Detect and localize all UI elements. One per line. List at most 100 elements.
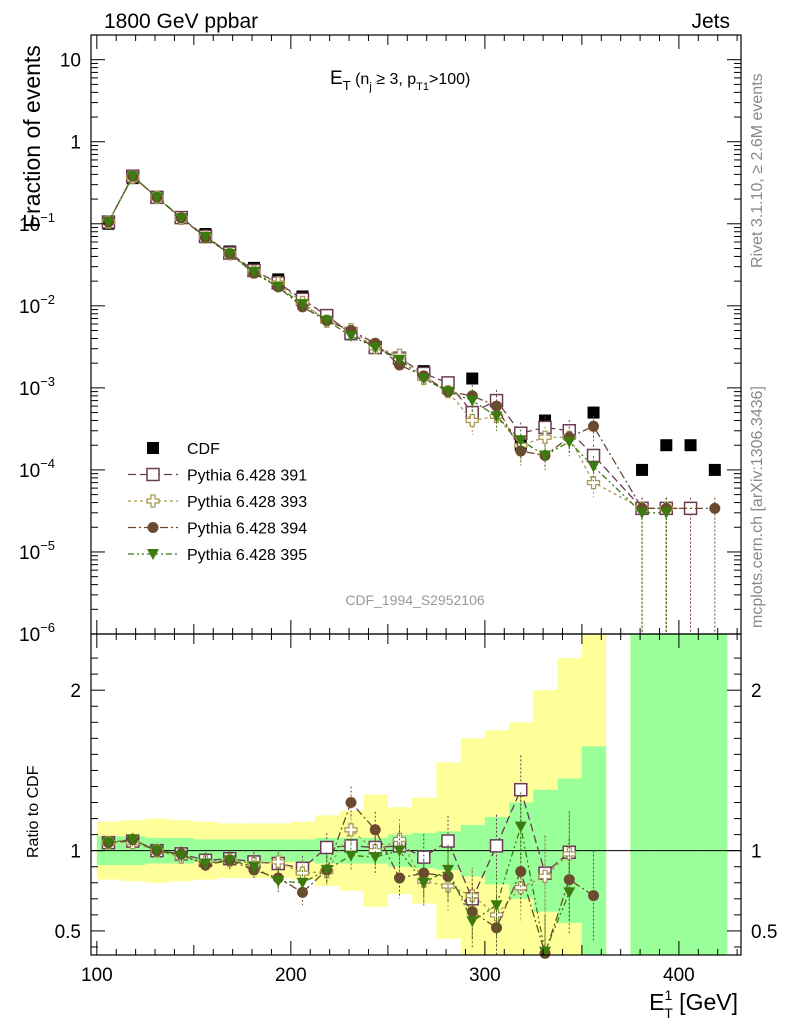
data-point xyxy=(126,171,139,183)
ratio-y-tick-label-right: 2 xyxy=(751,681,762,702)
ratio-point xyxy=(417,877,430,889)
ratio-point xyxy=(150,845,163,857)
data-point xyxy=(563,436,576,448)
ratio-point xyxy=(199,858,212,870)
data-point xyxy=(150,192,163,204)
ratio-point xyxy=(271,855,285,869)
y-tick-label-exponent: −6 xyxy=(40,620,55,635)
ratio-point xyxy=(514,880,528,895)
legend-label: Pythia 6.428 394 xyxy=(187,521,307,538)
ratio-point xyxy=(538,869,552,884)
legend-marker xyxy=(146,467,160,482)
legend-marker xyxy=(147,442,159,454)
data-point xyxy=(539,450,552,462)
ratio-point xyxy=(393,845,406,857)
data-point xyxy=(586,475,601,490)
ratio-point xyxy=(539,946,552,958)
y-tick-label: 10−4 xyxy=(19,456,55,482)
y-tick-label-base: 10 xyxy=(19,461,40,482)
ratio-point xyxy=(442,864,455,876)
data-point xyxy=(102,217,115,229)
ratio-point xyxy=(223,855,236,867)
ratio-point xyxy=(369,824,381,836)
side-label-mcplots: mcplots.cern.ch [arXiv:1306.3436] xyxy=(749,386,766,628)
data-point xyxy=(393,354,406,366)
series-line xyxy=(107,175,715,510)
legend-marker xyxy=(147,549,159,560)
y-tick-label: 10−2 xyxy=(19,292,55,318)
data-point xyxy=(660,439,673,452)
header-right: Jets xyxy=(691,10,730,33)
x-tick-label: 100 xyxy=(81,965,113,986)
data-point xyxy=(199,232,212,244)
y-tick-label-base: 10 xyxy=(19,379,40,400)
x-tick-label: 200 xyxy=(275,965,307,986)
ratio-point xyxy=(102,837,115,849)
main-frame xyxy=(90,34,742,635)
data-point xyxy=(345,330,357,342)
y-tick-label-exponent: −1 xyxy=(40,210,55,225)
y-tick-label-base: 10 xyxy=(60,51,81,72)
data-point xyxy=(320,315,333,327)
ratio-point xyxy=(175,850,188,862)
header-left: 1800 GeV ppbar xyxy=(104,10,258,33)
ratio-point xyxy=(272,876,285,888)
ratio-point xyxy=(247,861,260,873)
legend-marker xyxy=(146,494,160,508)
data-point xyxy=(587,461,600,473)
y-tick-label-exponent: −5 xyxy=(40,538,55,553)
ratio-y-tick-label: 1 xyxy=(70,842,81,863)
main-ylabel: Fraction of events xyxy=(19,45,45,228)
ratio-plot-area xyxy=(91,634,741,959)
legend-marker xyxy=(147,522,159,533)
data-point xyxy=(417,373,430,385)
y-tick-label-base: 1 xyxy=(70,133,81,154)
data-point xyxy=(223,248,236,260)
data-point xyxy=(684,439,697,452)
data-point xyxy=(709,502,721,514)
x-tick-label: 300 xyxy=(469,965,501,986)
ratio-y-tick-label: 2 xyxy=(70,681,81,702)
ratio-point xyxy=(344,823,358,837)
data-point xyxy=(588,420,600,432)
data-point xyxy=(465,413,479,428)
data-point xyxy=(175,213,188,225)
data-point xyxy=(636,463,649,476)
ratio-point xyxy=(515,866,527,878)
data-point xyxy=(272,281,285,293)
ratio-point xyxy=(563,887,576,899)
ratio-band-inner xyxy=(678,634,704,955)
y-tick-label: 1 xyxy=(70,133,81,154)
ratio-y-tick-label-right: 0.5 xyxy=(751,922,777,943)
ratio-point xyxy=(489,839,504,853)
analysis-watermark: CDF_1994_S2952106 xyxy=(345,592,485,608)
x-tick-label: 400 xyxy=(663,965,695,986)
y-tick-label-base: 10 xyxy=(19,543,40,564)
ratio-point xyxy=(319,840,334,855)
y-tick-label-exponent: −4 xyxy=(40,456,55,471)
data-point xyxy=(636,507,649,519)
ratio-point xyxy=(466,916,479,928)
data-point xyxy=(660,507,673,519)
data-point xyxy=(247,266,260,278)
ratio-point xyxy=(345,797,357,809)
ratio-point xyxy=(296,886,308,898)
y-tick-label: 10−5 xyxy=(19,538,55,564)
ratio-xlabel: E1 T [GeV] xyxy=(649,987,738,1021)
ratio-point xyxy=(394,872,406,884)
data-point xyxy=(538,430,552,444)
ratio-point xyxy=(514,782,528,797)
data-point xyxy=(514,435,527,447)
ratio-series-line xyxy=(108,826,570,955)
ratio-point xyxy=(562,847,576,861)
data-point xyxy=(442,386,455,398)
ratio-ylabel: Ratio to CDF xyxy=(25,765,42,858)
main-plot-marks xyxy=(101,169,721,634)
ratio-band-inner xyxy=(703,634,728,955)
ratio-point xyxy=(490,900,503,912)
legend: CDF Pythia 6.428 391 Pythia 6.428 393 Pythi… xyxy=(128,441,307,564)
ratio-point xyxy=(588,890,600,902)
ratio-point xyxy=(320,864,333,876)
legend-label: Pythia 6.428 395 xyxy=(187,547,307,564)
